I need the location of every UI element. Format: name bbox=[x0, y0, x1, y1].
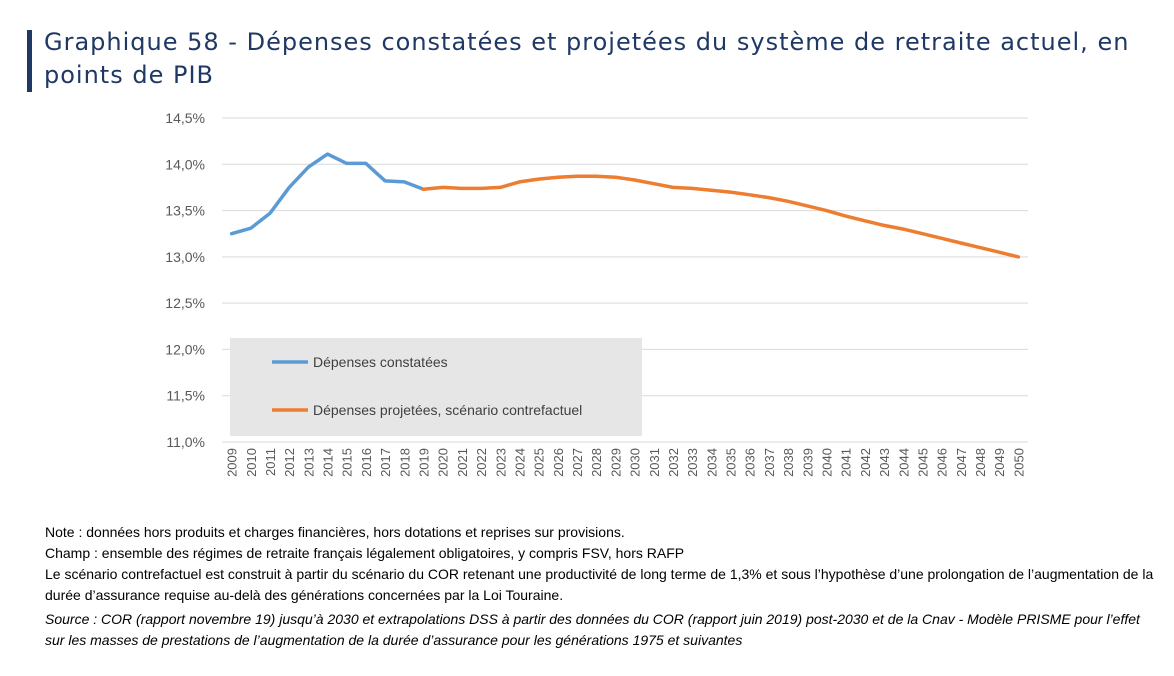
source-text: Source : COR (rapport novembre 19) jusqu… bbox=[45, 611, 1140, 648]
x-tick-label: 2036 bbox=[743, 448, 758, 477]
x-tick-label: 2028 bbox=[589, 448, 604, 477]
x-tick-label: 2012 bbox=[282, 448, 297, 477]
x-tick-label: 2049 bbox=[992, 448, 1007, 477]
x-tick-label: 2043 bbox=[877, 448, 892, 477]
x-tick-label: 2010 bbox=[244, 448, 259, 477]
series-line-1 bbox=[229, 152, 426, 236]
x-tick-label: 2025 bbox=[532, 448, 547, 477]
legend-label-1: Dépenses constatées bbox=[313, 354, 448, 370]
x-tick-label: 2038 bbox=[781, 448, 796, 477]
legend-label-2: Dépenses projetées, scénario contrefactu… bbox=[313, 402, 582, 418]
x-tick-label: 2016 bbox=[359, 448, 374, 477]
x-tick-label: 2048 bbox=[973, 448, 988, 477]
x-tick-label: 2042 bbox=[858, 448, 873, 477]
x-tick-label: 2034 bbox=[704, 448, 719, 477]
x-tick-label: 2009 bbox=[225, 448, 240, 477]
x-tick-label: 2011 bbox=[263, 448, 278, 476]
x-tick-label: 2041 bbox=[839, 448, 854, 477]
x-tick-label: 2044 bbox=[896, 448, 911, 477]
line-chart: 11,0% 11,5% 12,0% 12,5% 13,0% 13,5% 14,0% 14,5%… bbox=[165, 110, 1028, 477]
x-tick-label: 2031 bbox=[647, 448, 662, 477]
x-tick-label: 2046 bbox=[935, 448, 950, 477]
note-text: Note : données hors produits et charges … bbox=[45, 524, 625, 540]
title-accent-bar bbox=[27, 30, 32, 92]
y-tick-label: 11,5% bbox=[166, 388, 205, 404]
x-tick-label: 2024 bbox=[512, 448, 527, 477]
legend-box bbox=[230, 338, 642, 436]
chart-notes: Note : données hors produits et charges … bbox=[45, 522, 1155, 651]
x-tick-label: 2035 bbox=[724, 448, 739, 477]
chart-title: Graphique 58 - Dépenses constatées et pr… bbox=[44, 28, 1130, 89]
x-tick-label: 2037 bbox=[762, 448, 777, 477]
x-tick-label: 2029 bbox=[608, 448, 623, 477]
x-tick-label: 2013 bbox=[301, 448, 316, 477]
scenario-text: Le scénario contrefactuel est construit … bbox=[45, 566, 1154, 603]
x-tick-label: 2015 bbox=[340, 448, 355, 477]
x-tick-label: 2033 bbox=[685, 448, 700, 477]
y-tick-label: 12,0% bbox=[165, 341, 205, 357]
y-tick-label: 14,5% bbox=[165, 110, 205, 126]
x-tick-label: 2021 bbox=[455, 448, 470, 477]
x-tick-label: 2047 bbox=[954, 448, 969, 477]
x-tick-label: 2030 bbox=[628, 448, 643, 477]
series-line-2 bbox=[421, 174, 1021, 259]
y-tick-label: 11,0% bbox=[166, 434, 205, 450]
x-tick-label: 2026 bbox=[551, 448, 566, 477]
x-tick-label: 2023 bbox=[493, 448, 508, 477]
x-tick-label: 2045 bbox=[915, 448, 930, 477]
y-tick-label: 13,0% bbox=[165, 249, 205, 265]
x-tick-label: 2022 bbox=[474, 448, 489, 477]
x-tick-label: 2014 bbox=[321, 448, 336, 477]
x-tick-label: 2040 bbox=[820, 448, 835, 477]
x-tick-label: 2020 bbox=[436, 448, 451, 477]
x-tick-label: 2017 bbox=[378, 448, 393, 477]
x-tick-label: 2019 bbox=[417, 448, 432, 477]
x-tick-label: 2032 bbox=[666, 448, 681, 477]
x-tick-label: 2050 bbox=[1011, 448, 1026, 477]
x-tick-label: 2018 bbox=[397, 448, 412, 477]
y-tick-label: 13,5% bbox=[165, 203, 205, 219]
y-tick-label: 14,0% bbox=[165, 156, 205, 172]
y-tick-label: 12,5% bbox=[165, 295, 205, 311]
champ-text: Champ : ensemble des régimes de retraite… bbox=[45, 545, 685, 561]
x-tick-label: 2027 bbox=[570, 448, 585, 477]
x-tick-label: 2039 bbox=[800, 448, 815, 477]
